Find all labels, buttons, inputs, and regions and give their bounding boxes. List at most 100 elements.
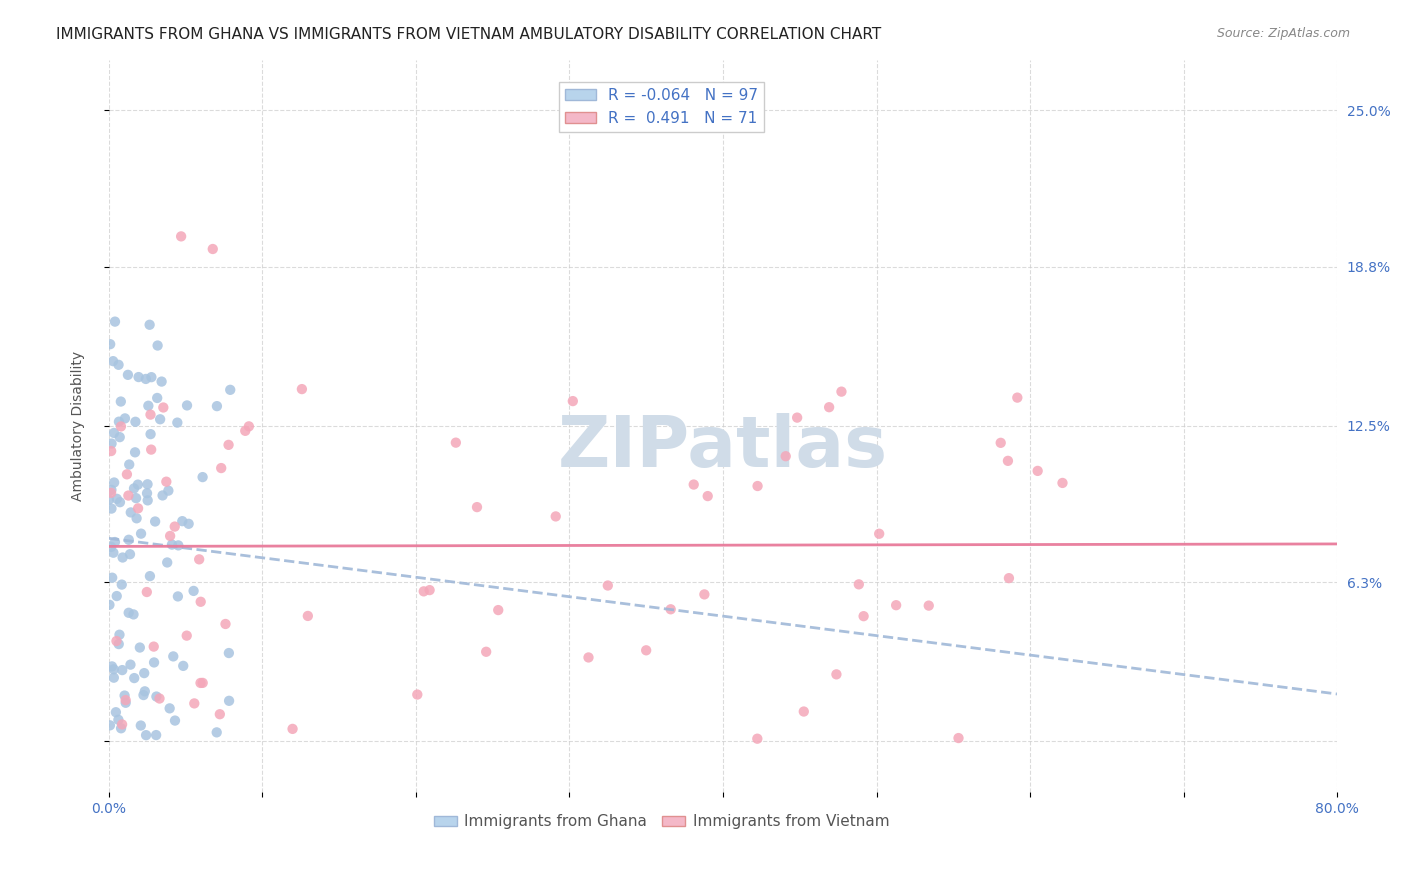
Point: [124, 445, 146, 459]
Point: [238, 419, 260, 434]
Point: [125, 511, 148, 525]
Point: [163, 714, 186, 728]
Point: [209, 461, 232, 475]
Point: [135, 585, 157, 599]
Point: [990, 435, 1012, 450]
Point: [118, 606, 141, 620]
Point: [1052, 475, 1074, 490]
Point: [208, 707, 231, 722]
Point: [183, 583, 205, 598]
Point: [177, 516, 200, 531]
Point: [138, 318, 160, 332]
Point: [157, 483, 180, 498]
Point: [163, 519, 186, 533]
Point: [103, 546, 125, 560]
Point: [136, 486, 159, 500]
Point: [100, 444, 122, 458]
Point: [170, 229, 193, 244]
Point: [997, 454, 1019, 468]
Point: [150, 375, 173, 389]
Point: [406, 688, 429, 702]
Point: [291, 382, 314, 396]
Point: [176, 399, 198, 413]
Point: [172, 514, 194, 528]
Point: [100, 486, 122, 500]
Point: [105, 491, 128, 506]
Point: [793, 705, 815, 719]
Point: [118, 458, 141, 472]
Point: [948, 731, 970, 745]
Point: [233, 424, 256, 438]
Point: [108, 495, 131, 509]
Point: [104, 315, 127, 329]
Point: [124, 415, 146, 429]
Point: [143, 656, 166, 670]
Point: [159, 701, 181, 715]
Point: [596, 578, 619, 592]
Point: [149, 412, 172, 426]
Point: [544, 509, 567, 524]
Point: [693, 587, 716, 601]
Point: [156, 556, 179, 570]
Point: [110, 394, 132, 409]
Point: [636, 643, 658, 657]
Point: [105, 634, 128, 648]
Point: [136, 477, 159, 491]
Point: [682, 477, 704, 491]
Point: [111, 717, 134, 731]
Point: [125, 491, 148, 505]
Point: [122, 671, 145, 685]
Point: [114, 696, 136, 710]
Point: [114, 693, 136, 707]
Point: [108, 415, 131, 429]
Point: [127, 501, 149, 516]
Point: [659, 602, 682, 616]
Point: [146, 391, 169, 405]
Point: [111, 577, 134, 591]
Text: IMMIGRANTS FROM GHANA VS IMMIGRANTS FROM VIETNAM AMBULATORY DISABILITY CORRELATI: IMMIGRANTS FROM GHANA VS IMMIGRANTS FROM…: [56, 27, 882, 42]
Text: ZIPatlas: ZIPatlas: [558, 413, 889, 483]
Point: [159, 529, 181, 543]
Point: [848, 577, 870, 591]
Point: [139, 427, 162, 442]
Point: [465, 500, 488, 515]
Point: [561, 394, 583, 409]
Point: [214, 617, 236, 632]
Point: [219, 383, 242, 397]
Point: [578, 650, 600, 665]
Point: [167, 538, 190, 552]
Point: [129, 526, 152, 541]
Point: [101, 659, 124, 673]
Point: [132, 688, 155, 702]
Point: [475, 645, 498, 659]
Point: [114, 689, 136, 703]
Point: [218, 438, 240, 452]
Text: Source: ZipAtlas.com: Source: ZipAtlas.com: [1216, 27, 1350, 40]
Point: [155, 475, 177, 489]
Point: [115, 467, 138, 482]
Point: [830, 384, 852, 399]
Point: [120, 505, 142, 519]
Point: [152, 488, 174, 502]
Point: [98, 337, 121, 351]
Point: [201, 242, 224, 256]
Point: [135, 728, 157, 742]
Point: [103, 662, 125, 676]
Point: [100, 540, 122, 554]
Point: [183, 697, 205, 711]
Legend: Immigrants from Ghana, Immigrants from Vietnam: Immigrants from Ghana, Immigrants from V…: [427, 808, 896, 836]
Point: [166, 416, 188, 430]
Point: [120, 657, 142, 672]
Point: [136, 493, 159, 508]
Point: [111, 663, 134, 677]
Point: [852, 609, 875, 624]
Point: [775, 449, 797, 463]
Point: [868, 526, 890, 541]
Point: [103, 671, 125, 685]
Point: [101, 571, 124, 585]
Point: [141, 442, 163, 457]
Point: [122, 482, 145, 496]
Point: [118, 533, 141, 547]
Point: [444, 435, 467, 450]
Point: [190, 676, 212, 690]
